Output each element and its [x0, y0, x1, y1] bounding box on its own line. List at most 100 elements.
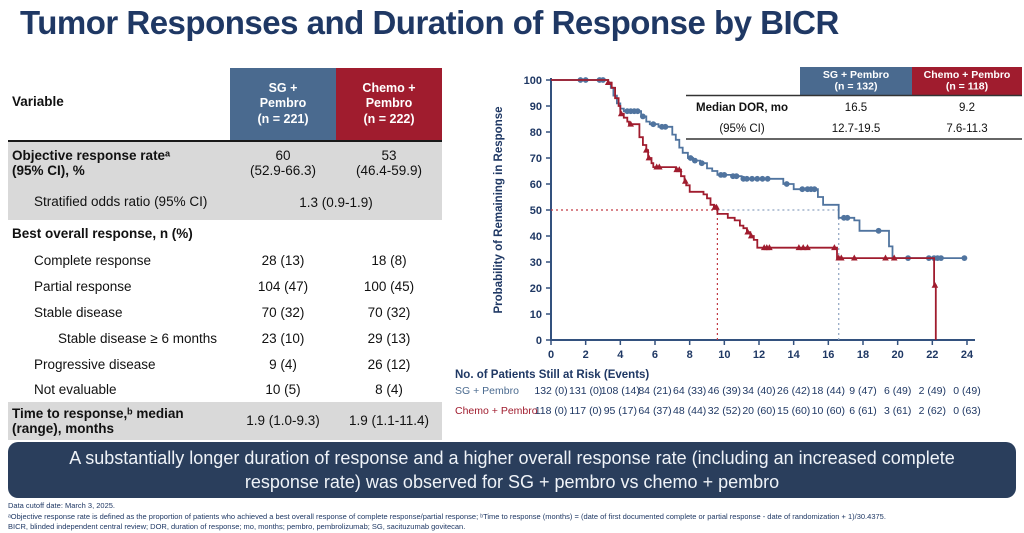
table-row: Partial response 104 (47) 100 (45) — [8, 274, 442, 300]
censor-mark — [733, 173, 740, 180]
censor-mark — [931, 281, 939, 288]
row-label: Stratified odds ratio (95% CI) — [34, 194, 208, 210]
row-value: 53 (46.4-59.9) — [355, 147, 423, 178]
risk-value: 131 (0) — [569, 385, 603, 397]
censor-mark — [691, 157, 698, 164]
table-row: Stratified odds ratio (95% CI) 1.3 (0.9-1… — [8, 184, 442, 220]
table-row: Stable disease 70 (32) 70 (32) — [8, 300, 442, 326]
risk-value: 6 (49) — [883, 385, 912, 397]
x-tick-label: 4 — [617, 349, 624, 361]
censor-mark — [617, 110, 625, 117]
table-row: Objective response rateᵃ (95% CI), % 60 (… — [8, 142, 442, 184]
censor-mark — [645, 154, 653, 161]
risk-value: 26 (42) — [777, 385, 811, 397]
censor-mark — [764, 175, 771, 182]
y-tick-label: 60 — [530, 179, 542, 191]
y-tick-label: 50 — [530, 205, 542, 217]
risk-row-label: SG + Pembro — [455, 385, 519, 397]
risk-table-title: No. of Patients Still at Risk (Events) — [455, 369, 650, 381]
y-tick-label: 70 — [530, 153, 542, 165]
risk-row-label: Chemo + Pembro — [455, 405, 538, 417]
censor-mark — [754, 175, 761, 182]
censor-mark — [639, 113, 646, 120]
inset-median-label: Median DOR, mo — [696, 102, 788, 114]
response-table: Variable SG + Pembro (n = 221) Chemo + P… — [8, 62, 442, 440]
censor-mark — [656, 163, 663, 170]
risk-value: 118 (0) — [534, 405, 568, 417]
censor-mark — [804, 244, 811, 251]
row-value: 104 (47) — [257, 279, 309, 295]
censor-mark — [938, 255, 944, 261]
row-value: 8 (4) — [375, 382, 403, 398]
censor-mark — [795, 244, 803, 251]
risk-value: 117 (0) — [569, 405, 602, 417]
censor-mark — [851, 254, 858, 261]
row-label: Stable disease ≥ 6 months — [58, 331, 218, 347]
censor-mark — [882, 254, 889, 261]
censor-mark — [838, 254, 845, 261]
inset-header-chemo-label: Chemo + Pembro (n = 118) — [924, 69, 1011, 93]
y-tick-label: 90 — [530, 101, 542, 113]
y-tick-label: 80 — [530, 127, 542, 139]
risk-value: 108 (14) — [600, 385, 640, 397]
table-row: Best overall response, n (%) — [8, 220, 442, 248]
x-tick-label: 6 — [652, 349, 658, 361]
risk-value: 9 (47) — [849, 385, 877, 397]
y-tick-label: 0 — [536, 335, 542, 347]
x-tick-label: 0 — [548, 349, 554, 361]
censor-mark — [744, 228, 751, 235]
censor-mark — [766, 244, 773, 251]
row-value: 18 (8) — [371, 253, 407, 269]
row-label: Complete response — [34, 253, 152, 269]
censor-mark — [662, 123, 669, 130]
table-row: Complete response 28 (13) 18 (8) — [8, 248, 442, 274]
row-value: 23 (10) — [261, 331, 305, 347]
row-value: 29 (13) — [367, 331, 411, 347]
inset-header-chemo-box — [912, 67, 1022, 95]
risk-value: 95 (17) — [603, 405, 637, 417]
risk-value: 10 (60) — [811, 405, 845, 417]
row-value: 9 (4) — [269, 357, 297, 373]
col-header-chemo: Chemo + Pembro (n = 222) — [336, 68, 442, 140]
row-label: Best overall response, n (%) — [12, 226, 193, 242]
censor-mark — [844, 214, 851, 221]
censor-mark — [634, 108, 641, 115]
risk-value: 3 (61) — [883, 405, 912, 417]
row-value: 100 (45) — [363, 279, 415, 295]
x-tick-label: 14 — [788, 349, 801, 361]
inset-ci-chemo-value: 7.6-11.3 — [946, 123, 987, 135]
censor-mark — [759, 175, 766, 182]
x-tick-label: 24 — [961, 349, 974, 361]
footnotes: Data cutoff date: March 3, 2025. ᵃObject… — [8, 501, 1020, 533]
row-value: 28 (13) — [261, 253, 305, 269]
footnote-definitions: ᵃObjective response rate is defined as t… — [8, 511, 886, 521]
response-table-body: Objective response rateᵃ (95% CI), % 60 (… — [8, 142, 442, 440]
risk-row: Chemo + Pembro 118 (0) 117 (0) 95 (17) 64 (3… — [455, 403, 1021, 421]
risk-value: 0 (49) — [953, 385, 981, 397]
risk-row: SG + Pembro 132 (0) 131 (0) 108 (14) 84 (21)… — [455, 383, 1021, 401]
risk-rows: SG + Pembro 132 (0) 131 (0) 108 (14) 84 (21)… — [455, 383, 1021, 421]
page-title: Tumor Responses and Duration of Response… — [20, 4, 839, 41]
censor-mark — [721, 172, 728, 178]
row-label: Not evaluable — [34, 382, 117, 398]
inset-ci-sg-value: 12.7-19.5 — [832, 123, 881, 135]
censor-mark — [811, 186, 818, 193]
x-tick-label: 12 — [753, 349, 765, 361]
risk-value: 84 (21) — [638, 385, 672, 397]
inset-median-chemo-value: 9.2 — [959, 102, 975, 114]
row-value: 10 (5) — [265, 382, 301, 398]
censor-mark — [604, 79, 612, 85]
x-tick-label: 2 — [583, 349, 589, 361]
x-tick-label: 16 — [822, 349, 834, 361]
row-value: 1.9 (1.1-11.4) — [348, 413, 430, 429]
col-header-sg: SG + Pembro (n = 221) — [230, 68, 336, 140]
censor-mark — [650, 121, 657, 128]
x-tick-label: 18 — [857, 349, 869, 361]
censor-mark — [713, 203, 720, 210]
risk-value: 2 (62) — [918, 405, 947, 417]
inset-median-sg-value: 16.5 — [845, 102, 867, 114]
censor-mark — [743, 175, 750, 182]
y-tick-label: 30 — [530, 257, 542, 269]
x-tick-label: 10 — [718, 349, 730, 361]
